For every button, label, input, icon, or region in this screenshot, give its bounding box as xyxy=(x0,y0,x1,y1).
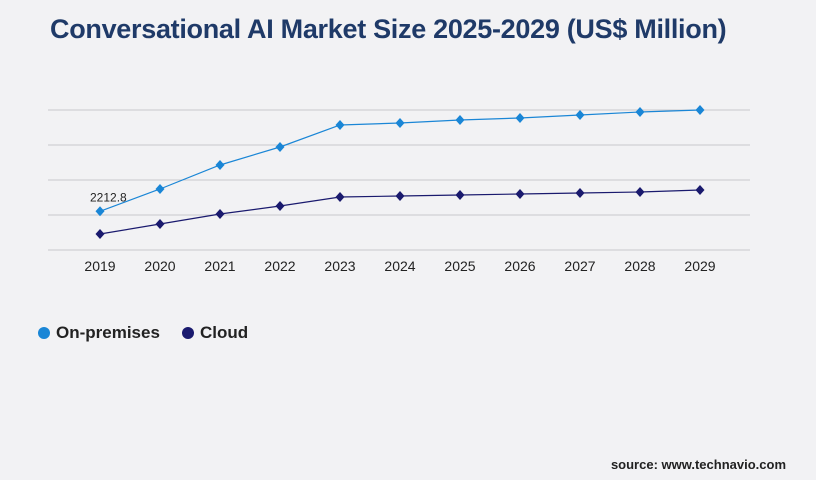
data-point xyxy=(695,105,705,115)
data-point xyxy=(155,183,165,194)
data-point xyxy=(215,209,225,220)
data-point xyxy=(455,114,465,125)
data-point xyxy=(515,189,525,199)
data-point xyxy=(395,118,405,129)
x-tick-label: 2021 xyxy=(204,258,235,274)
data-point xyxy=(695,184,705,195)
x-tick-label: 2025 xyxy=(444,258,475,274)
data-point xyxy=(275,201,285,212)
data-point xyxy=(155,218,165,229)
x-tick-label: 2020 xyxy=(144,258,175,274)
data-point xyxy=(575,188,585,199)
x-tick-label: 2027 xyxy=(564,258,595,274)
legend-marker-on-premises-icon xyxy=(38,327,50,339)
x-tick-label: 2029 xyxy=(684,258,715,274)
data-point xyxy=(275,141,285,152)
data-point xyxy=(395,190,405,201)
data-point xyxy=(635,187,645,198)
data-point xyxy=(575,110,585,121)
line-chart: 2019 2020 2021 2022 2023 2024 2025 2026 2027 2028… xyxy=(48,105,750,274)
data-point xyxy=(455,189,465,200)
data-point xyxy=(335,119,345,130)
data-point xyxy=(215,160,225,171)
legend-label: On-premises xyxy=(56,323,160,342)
x-tick-label: 2023 xyxy=(324,258,355,274)
x-tick-label: 2022 xyxy=(264,258,295,274)
chart-title: Conversational AI Market Size 2025-2029 … xyxy=(50,14,727,44)
data-point xyxy=(95,229,105,240)
x-tick-label: 2024 xyxy=(384,258,415,274)
data-point xyxy=(95,206,105,217)
legend-item-cloud[interactable]: Cloud xyxy=(181,323,249,343)
data-point xyxy=(335,191,345,202)
x-tick-label: 2019 xyxy=(84,258,115,274)
legend: On-premises Cloud xyxy=(38,323,248,343)
x-tick-label: 2026 xyxy=(504,258,535,274)
legend-marker-cloud-icon xyxy=(181,327,194,339)
legend-label: Cloud xyxy=(199,323,249,342)
source-text: source: www.technavio.com xyxy=(610,457,786,472)
x-tick-label: 2028 xyxy=(624,258,655,274)
data-point xyxy=(515,112,525,123)
data-point xyxy=(635,106,645,117)
legend-item-on-premises[interactable]: On-premises xyxy=(38,323,160,343)
data-label: 2212.8 xyxy=(90,190,127,204)
